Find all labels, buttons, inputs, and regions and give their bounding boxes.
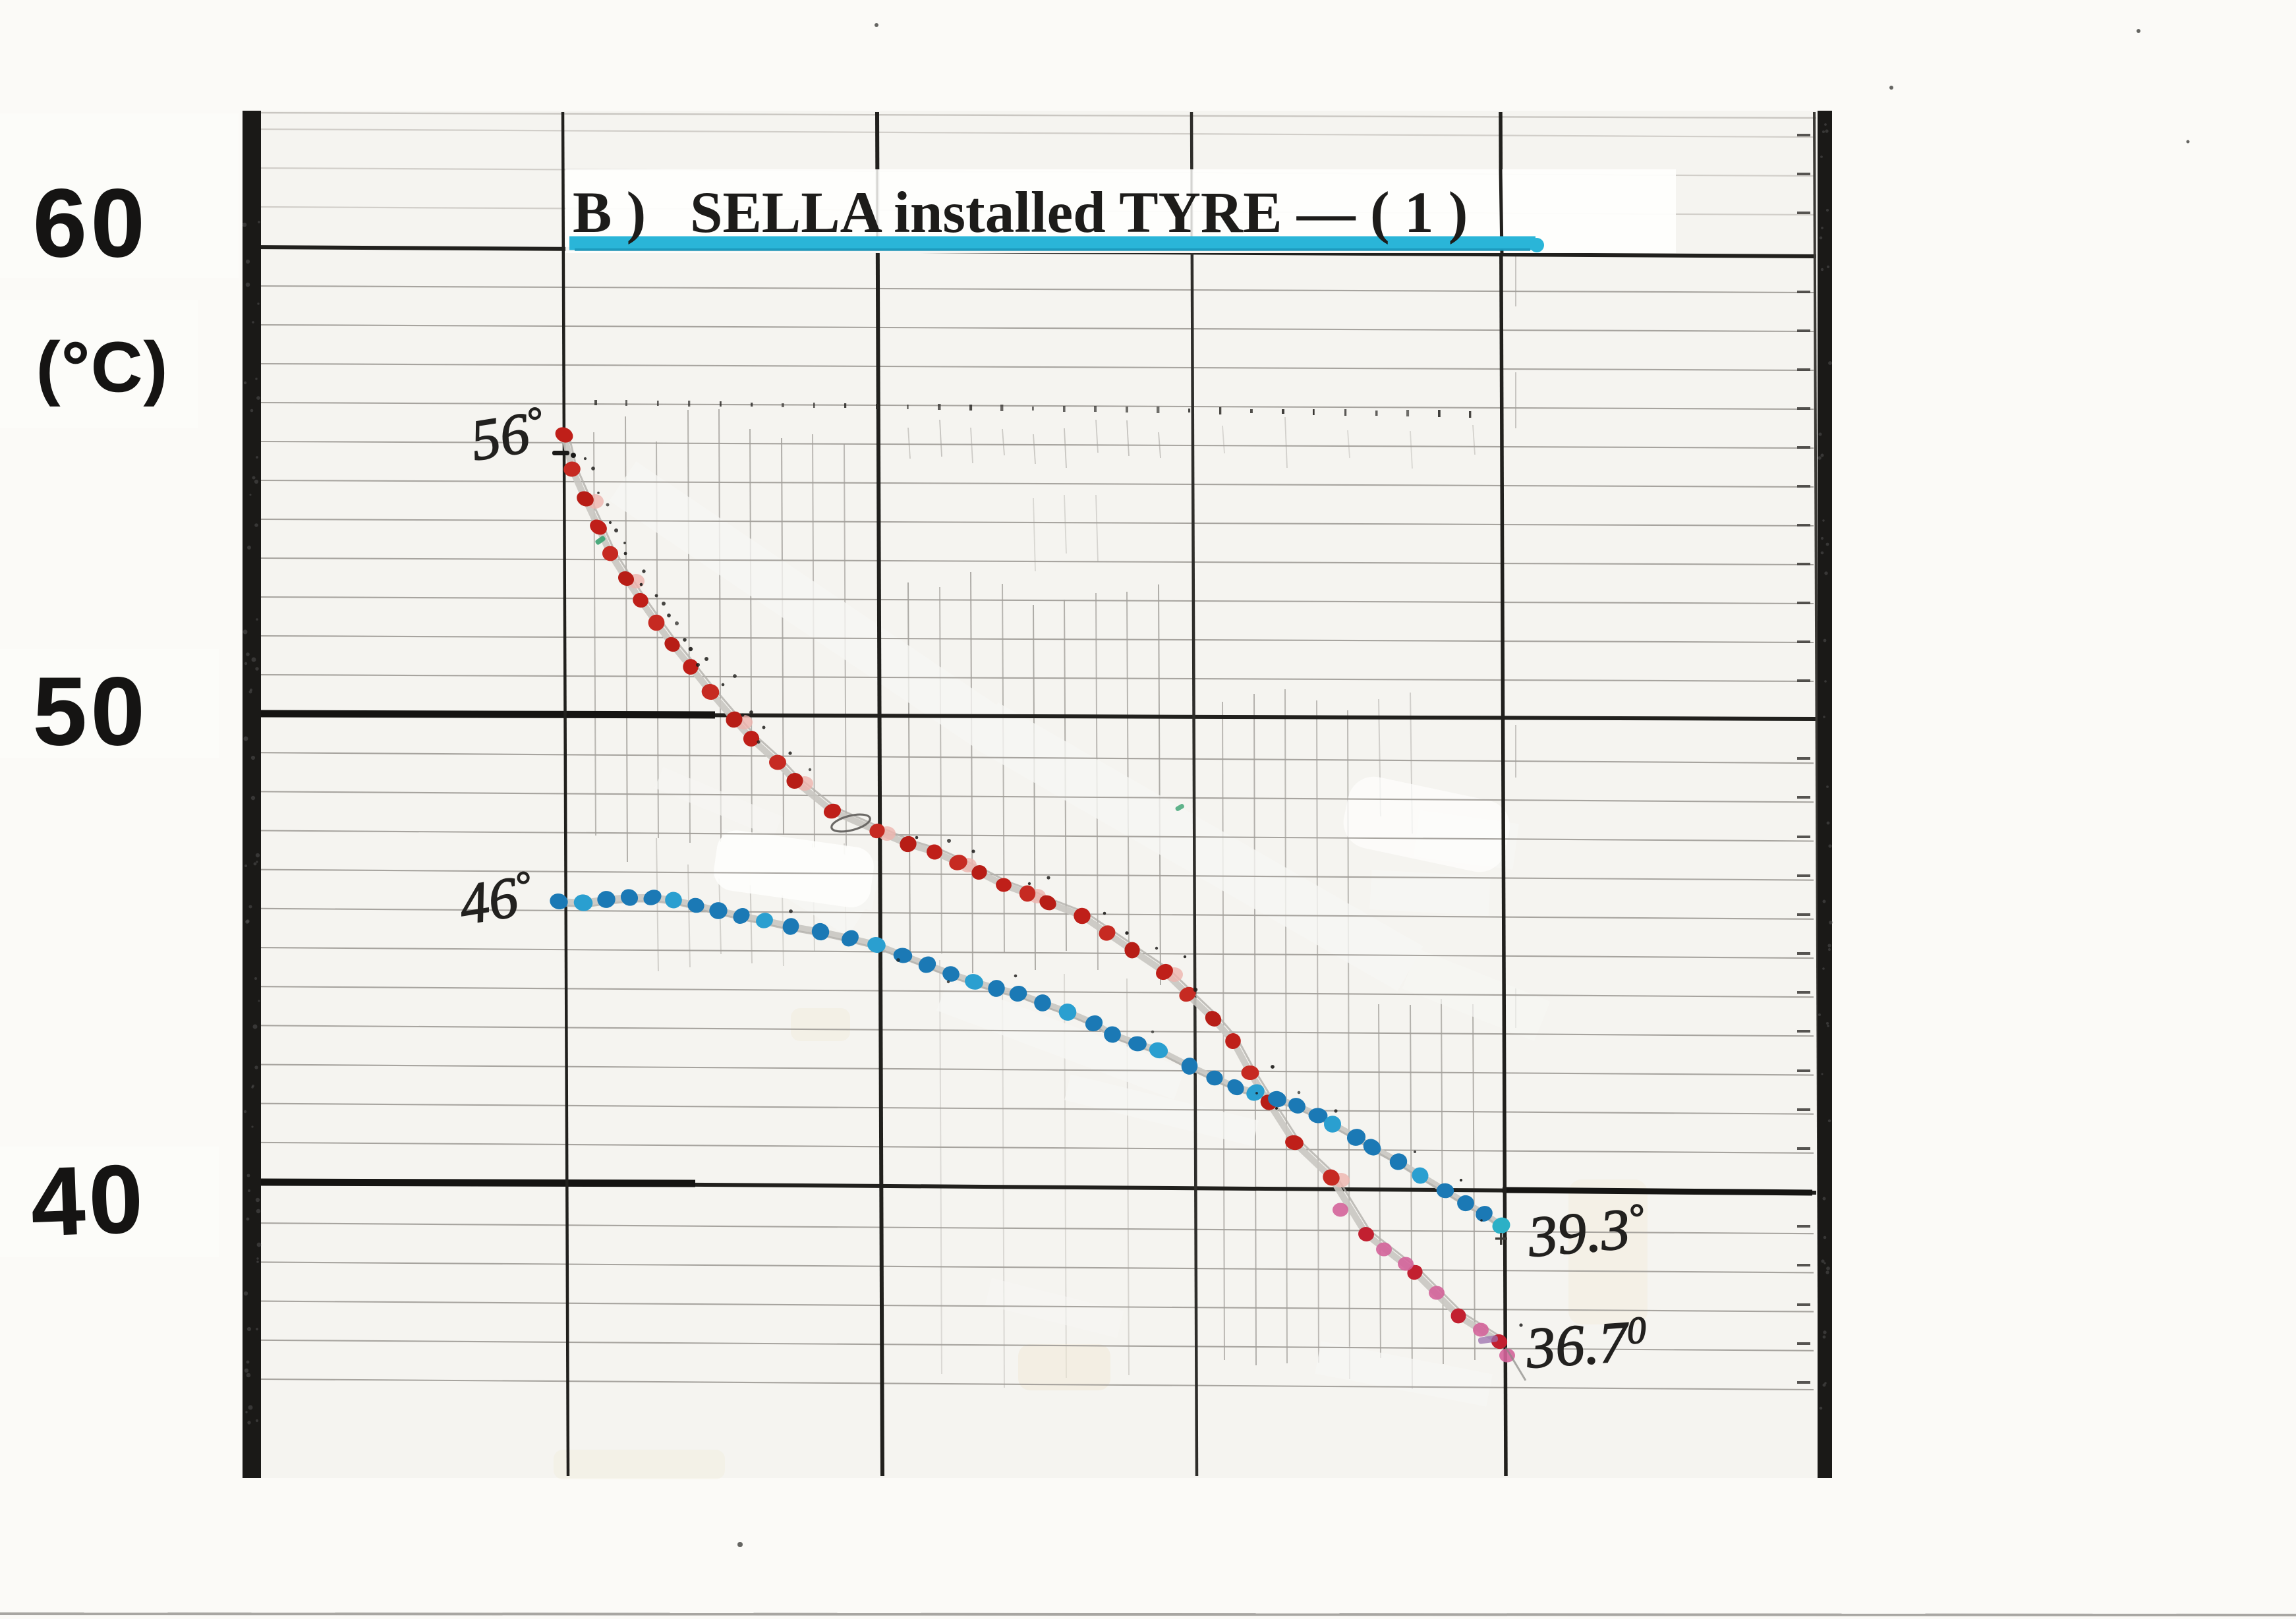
svg-text:40: 40 [29, 1145, 148, 1257]
svg-text:B ) SELLA installed TYRE — (: B ) SELLA installed TYRE — ( 1 ) [573, 181, 1468, 245]
svg-text:50: 50 [33, 658, 149, 766]
svg-text:39.3°: 39.3° [1525, 1195, 1648, 1270]
svg-text:60: 60 [33, 169, 149, 277]
svg-text:(°C): (°C) [36, 327, 169, 407]
svg-text:36.70: 36.70 [1524, 1308, 1649, 1381]
